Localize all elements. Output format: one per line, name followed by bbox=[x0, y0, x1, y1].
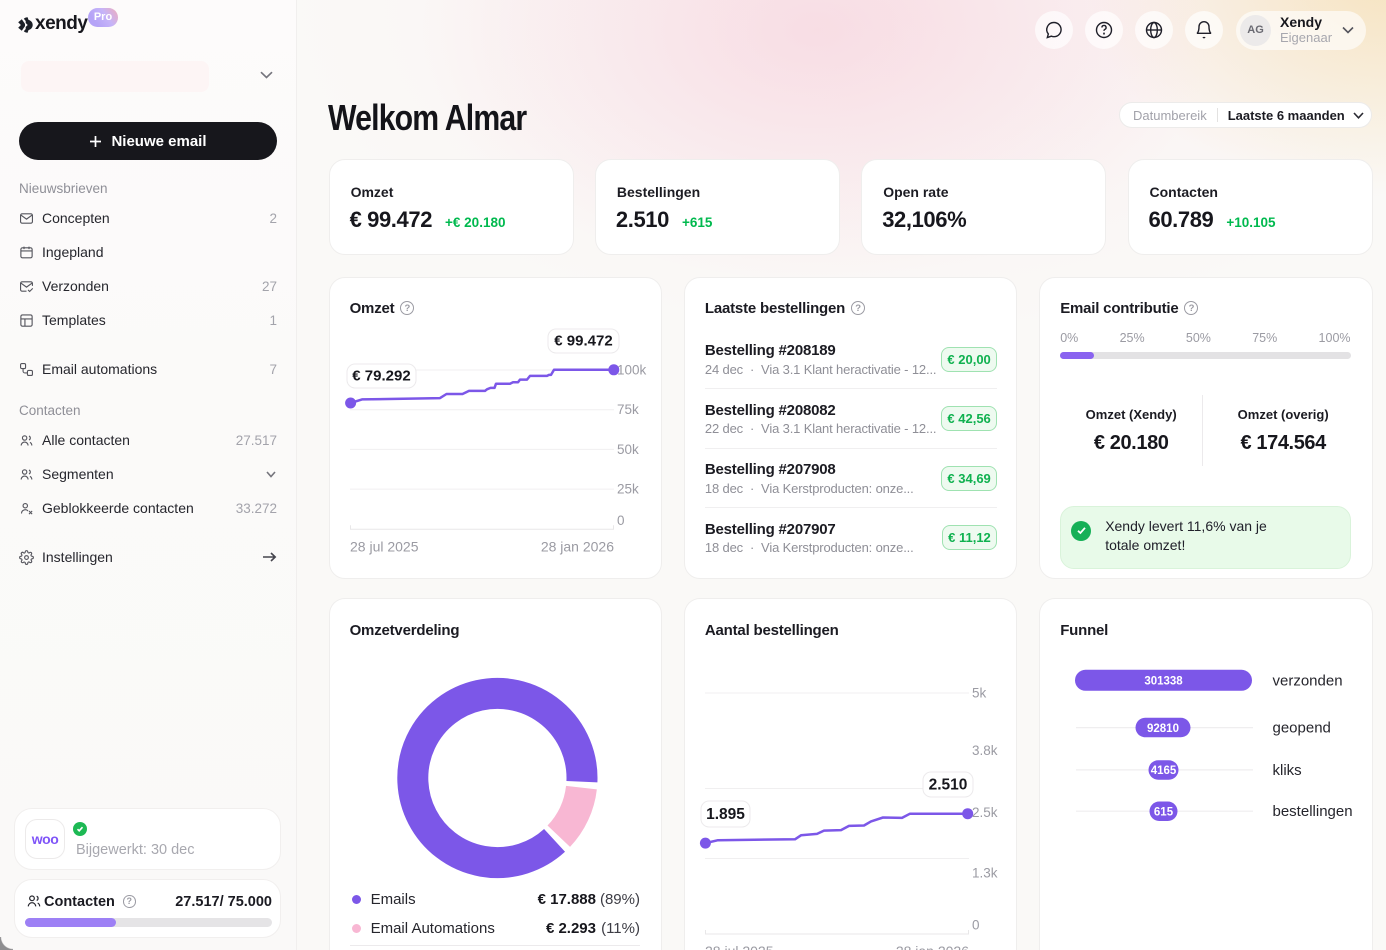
svg-text:50k: 50k bbox=[617, 442, 639, 457]
svg-text:28 jan 2026: 28 jan 2026 bbox=[540, 539, 613, 555]
svg-text:28 jul 2025: 28 jul 2025 bbox=[350, 539, 419, 555]
svg-text:92810: 92810 bbox=[1147, 723, 1179, 735]
svg-text:4165: 4165 bbox=[1151, 765, 1177, 777]
svg-text:28 jan 2026: 28 jan 2026 bbox=[896, 943, 969, 950]
svg-text:25k: 25k bbox=[617, 482, 639, 497]
svg-text:verzonden: verzonden bbox=[1273, 672, 1343, 689]
svg-text:€ 79.292: € 79.292 bbox=[352, 368, 410, 385]
svg-text:1.895: 1.895 bbox=[706, 806, 745, 823]
svg-text:5k: 5k bbox=[972, 686, 987, 701]
svg-text:0: 0 bbox=[617, 513, 625, 528]
svg-text:€ 99.472: € 99.472 bbox=[554, 333, 612, 350]
svg-text:bestellingen: bestellingen bbox=[1273, 803, 1353, 820]
svg-text:geopend: geopend bbox=[1273, 720, 1331, 737]
svg-text:100k: 100k bbox=[617, 363, 647, 378]
svg-text:28 jul 2025: 28 jul 2025 bbox=[705, 943, 774, 950]
svg-text:1.3k: 1.3k bbox=[972, 866, 998, 881]
svg-text:0: 0 bbox=[972, 918, 980, 933]
svg-text:2.510: 2.510 bbox=[928, 777, 967, 794]
svg-text:75k: 75k bbox=[617, 402, 639, 417]
svg-text:3.8k: 3.8k bbox=[972, 743, 998, 758]
svg-text:2.5k: 2.5k bbox=[972, 805, 998, 820]
svg-text:kliks: kliks bbox=[1273, 762, 1302, 779]
svg-text:301338: 301338 bbox=[1145, 676, 1184, 688]
svg-text:615: 615 bbox=[1154, 807, 1174, 819]
